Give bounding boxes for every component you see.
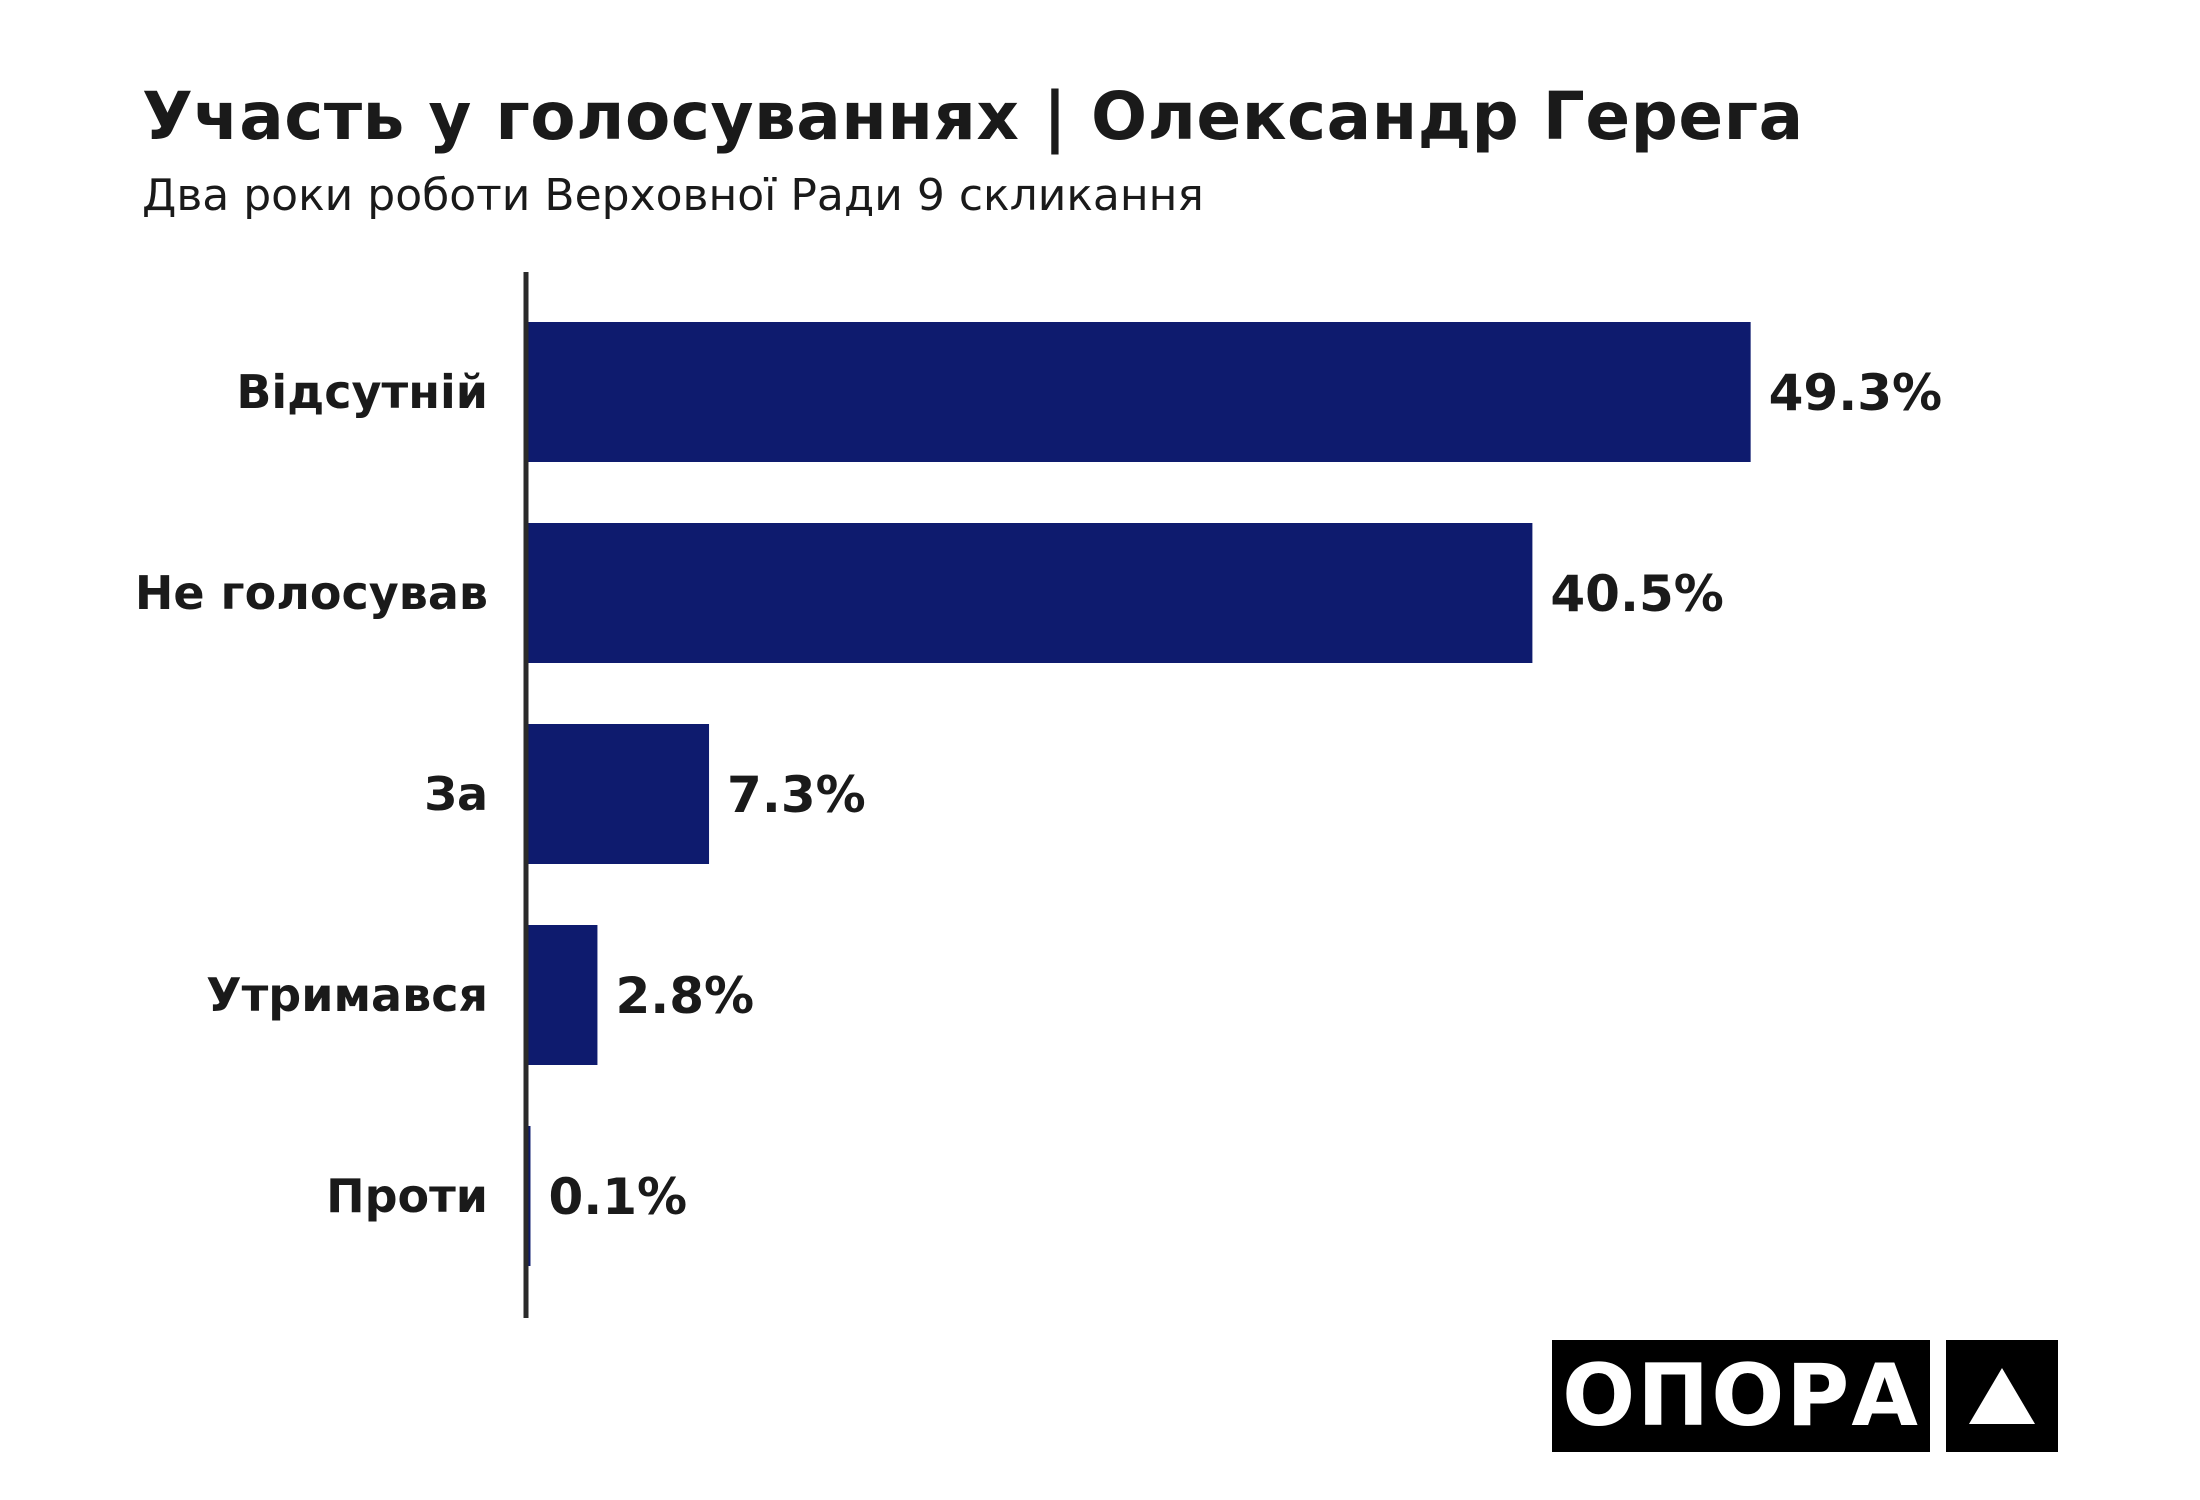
category-label-0: Відсутній — [236, 365, 488, 419]
category-label-2: За — [424, 767, 488, 821]
value-label-2: 7.3% — [727, 766, 866, 824]
bars-group: Відсутній 49.3% Не голосував 40.5% За 7.3% Утр… — [135, 322, 1942, 1266]
bar-1 — [528, 523, 1533, 663]
logo-text: ОПОРА — [1552, 1340, 1930, 1452]
value-label-4: 0.1% — [548, 1168, 687, 1226]
chart-subtitle: Два роки роботи Верховної Ради 9 скликан… — [142, 170, 1204, 221]
category-label-3: Утримався — [206, 968, 488, 1022]
triangle-icon — [1946, 1340, 2058, 1452]
bar-4 — [528, 1126, 531, 1266]
opora-logo: ОПОРА — [1552, 1340, 2058, 1452]
bar-0 — [528, 322, 1751, 462]
value-label-3: 2.8% — [615, 967, 754, 1025]
category-label-1: Не голосував — [135, 566, 488, 620]
value-label-1: 40.5% — [1550, 565, 1723, 623]
category-label-4: Проти — [326, 1169, 488, 1223]
bar-2 — [528, 724, 710, 864]
chart-title: Участь у голосуваннях | Олександр Герега — [142, 78, 1804, 155]
bar-3 — [528, 925, 598, 1065]
value-label-0: 49.3% — [1769, 364, 1942, 422]
